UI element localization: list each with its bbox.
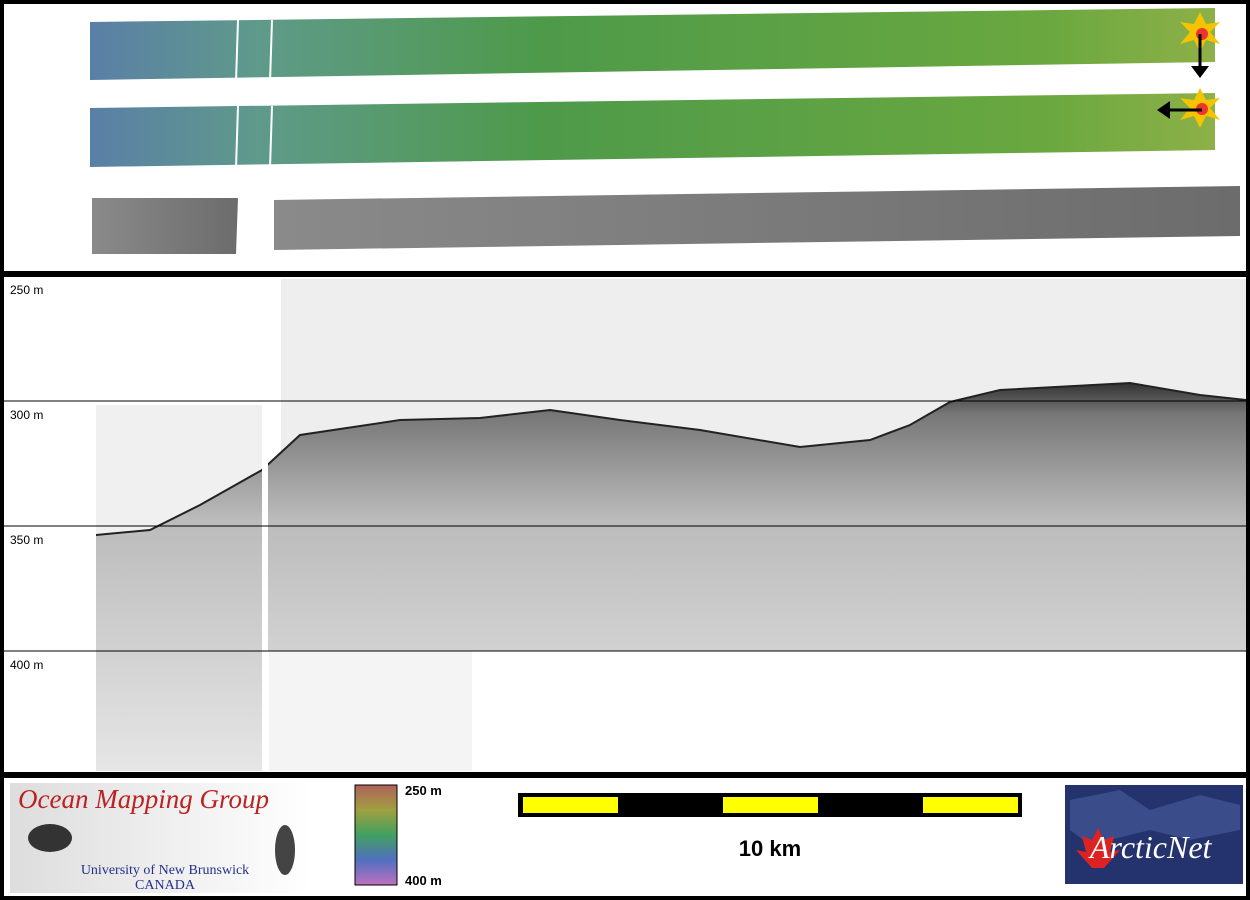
omg-title: Ocean Mapping Group [18,784,269,814]
scale-segment [723,797,818,813]
seabed-line [95,381,1247,536]
bathymetry-swath [90,8,1215,80]
scale-label: 10 km [739,836,801,861]
depth-label: 300 m [10,408,43,422]
bathymetry-swath [90,93,1215,167]
colorbar [354,784,398,886]
depth-label: 400 m [10,658,43,672]
logo-graphic [1070,790,1240,845]
scale-segment [523,797,618,813]
colorbar-label: 400 m [405,873,442,888]
water-column [269,651,472,771]
backscatter-swath [274,186,1240,250]
gap-line [269,19,273,83]
depth-label: 250 m [10,283,43,297]
omg-subtitle: University of New Brunswick [81,863,249,878]
logo-graphic [275,825,295,875]
gap-line [235,105,239,169]
omg-country: CANADA [135,878,196,893]
data-gap [262,405,268,771]
gap-line [235,19,239,83]
seabed-profile [96,383,1246,771]
maple-leaf [1076,828,1120,868]
depth-label: 350 m [10,533,43,547]
backscatter-swath [92,198,238,254]
colorbar-label: 250 m [405,783,442,798]
position-marker [1180,12,1220,78]
arcticnet-name: ArcticNet [1088,829,1213,865]
logo-graphic [28,824,72,852]
gap-line [269,105,273,169]
position-marker [1157,88,1220,128]
scale-segment [923,797,1018,813]
